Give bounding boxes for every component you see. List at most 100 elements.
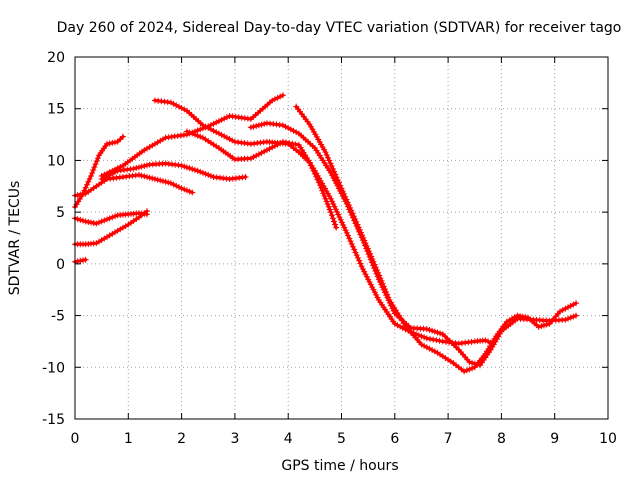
data-point bbox=[74, 258, 81, 265]
data-point bbox=[323, 198, 330, 205]
data-point bbox=[371, 289, 378, 296]
data-point bbox=[362, 240, 369, 247]
data-point bbox=[189, 166, 196, 173]
data-point bbox=[191, 166, 198, 173]
series-track-6 bbox=[98, 160, 249, 183]
data-point bbox=[423, 326, 430, 333]
data-point bbox=[199, 169, 206, 176]
data-point bbox=[109, 167, 116, 174]
y-tick-label: 20 bbox=[47, 50, 65, 66]
data-point bbox=[109, 214, 116, 221]
data-point bbox=[469, 359, 476, 366]
data-point bbox=[194, 127, 201, 134]
data-point bbox=[74, 216, 81, 223]
data-point bbox=[433, 337, 440, 344]
data-point bbox=[431, 348, 438, 355]
data-point bbox=[255, 122, 262, 129]
data-point bbox=[202, 123, 209, 130]
data-point bbox=[207, 126, 214, 133]
x-tick-label: 7 bbox=[444, 431, 453, 447]
data-point bbox=[290, 127, 297, 134]
data-point bbox=[354, 254, 361, 261]
data-point bbox=[327, 195, 334, 202]
data-point bbox=[218, 116, 225, 123]
data-point bbox=[344, 199, 351, 206]
data-point bbox=[74, 192, 81, 199]
data-point bbox=[567, 314, 574, 321]
data-point bbox=[197, 133, 204, 140]
data-point bbox=[463, 367, 470, 374]
data-point bbox=[181, 186, 188, 193]
data-point bbox=[157, 177, 164, 184]
data-point bbox=[340, 190, 347, 197]
data-point bbox=[368, 253, 375, 260]
data-point bbox=[250, 123, 257, 130]
data-point bbox=[331, 203, 338, 210]
data-point bbox=[318, 141, 325, 148]
x-tick-label: 5 bbox=[337, 431, 346, 447]
data-point bbox=[335, 211, 342, 218]
data-point bbox=[310, 128, 317, 135]
data-point bbox=[205, 171, 212, 178]
data-point bbox=[175, 103, 182, 110]
data-point bbox=[289, 140, 296, 147]
data-point bbox=[98, 218, 105, 225]
data-point bbox=[109, 139, 116, 146]
data-point bbox=[522, 314, 529, 321]
data-point bbox=[101, 171, 108, 178]
data-point bbox=[283, 139, 290, 146]
data-point bbox=[135, 164, 142, 171]
data-point bbox=[85, 218, 92, 225]
y-axis-label: SDTVAR / TECUs bbox=[7, 181, 23, 296]
data-point bbox=[279, 122, 286, 129]
data-point bbox=[565, 315, 572, 322]
data-point bbox=[114, 138, 121, 145]
data-point bbox=[394, 322, 401, 329]
data-point bbox=[186, 165, 193, 172]
data-point bbox=[307, 123, 314, 130]
data-point bbox=[359, 266, 366, 273]
data-point bbox=[261, 148, 268, 155]
data-point bbox=[103, 140, 110, 147]
data-point bbox=[362, 271, 369, 278]
x-tick-label: 1 bbox=[124, 431, 133, 447]
data-point bbox=[181, 163, 188, 170]
data-point bbox=[324, 154, 331, 161]
data-point bbox=[327, 209, 334, 216]
data-point bbox=[309, 126, 316, 133]
data-point bbox=[397, 323, 404, 330]
data-point bbox=[430, 336, 437, 343]
data-point bbox=[138, 172, 145, 179]
data-point bbox=[130, 165, 137, 172]
data-point bbox=[341, 224, 348, 231]
data-point bbox=[93, 158, 100, 165]
data-point bbox=[357, 260, 364, 267]
data-point bbox=[141, 173, 148, 180]
data-point bbox=[350, 213, 357, 220]
data-point bbox=[313, 133, 320, 140]
data-point bbox=[277, 140, 284, 147]
data-point bbox=[194, 132, 201, 139]
data-point bbox=[519, 313, 526, 320]
data-point bbox=[372, 264, 379, 271]
data-point bbox=[199, 122, 206, 129]
data-point bbox=[279, 138, 286, 145]
data-point bbox=[357, 229, 364, 236]
data-point bbox=[181, 106, 188, 113]
x-tick-label: 6 bbox=[390, 431, 399, 447]
data-point bbox=[334, 177, 341, 183]
data-point bbox=[328, 163, 335, 170]
data-point bbox=[418, 333, 425, 340]
data-point bbox=[178, 105, 185, 112]
data-point bbox=[106, 140, 113, 147]
data-point bbox=[431, 328, 438, 335]
x-tick-label: 0 bbox=[71, 431, 80, 447]
data-point bbox=[351, 246, 358, 253]
data-point bbox=[103, 170, 110, 177]
data-point bbox=[314, 172, 321, 179]
data-point bbox=[326, 157, 333, 164]
data-point bbox=[379, 280, 386, 287]
data-point bbox=[202, 170, 209, 177]
data-point bbox=[143, 208, 150, 215]
